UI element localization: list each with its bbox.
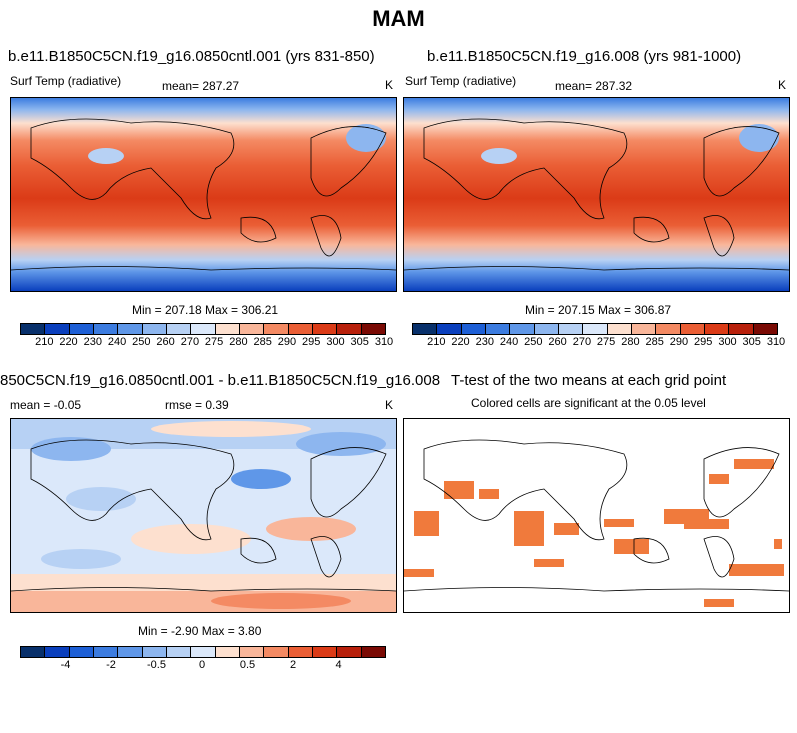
panel4-title: T-test of the two means at each grid poi… xyxy=(451,372,727,389)
panel3-units: K xyxy=(385,398,394,412)
tick: 2 xyxy=(289,659,297,671)
panel3-rmse: rmse = 0.39 xyxy=(165,398,229,412)
tick: 0.5 xyxy=(239,659,256,671)
panel2-minmax: Min = 207.15 Max = 306.87 xyxy=(525,303,672,317)
tick: 0 xyxy=(198,659,206,671)
tick: 295 xyxy=(694,336,713,348)
tick: 230 xyxy=(475,336,494,348)
panel2-mean: mean= 287.32 xyxy=(555,79,633,93)
tick: 260 xyxy=(548,336,567,348)
panel3-mean: mean = -0.05 xyxy=(10,398,82,412)
tick: 275 xyxy=(596,336,616,348)
tick: 280 xyxy=(229,336,248,348)
panel2-units: K xyxy=(778,78,787,92)
panel1-units: K xyxy=(385,78,394,92)
panel3-colorbar xyxy=(20,646,386,658)
panel3-minmax: Min = -2.90 Max = 3.80 xyxy=(138,624,262,638)
tick: 295 xyxy=(302,336,321,348)
tick: 305 xyxy=(350,336,369,348)
tick: 290 xyxy=(277,336,297,348)
tick: 300 xyxy=(718,336,737,348)
tick: 210 xyxy=(427,336,446,348)
panel2-variable: Surf Temp (radiative) xyxy=(405,74,517,88)
panel2-map xyxy=(403,97,790,292)
tick: 270 xyxy=(572,336,592,348)
tick: -4 xyxy=(60,659,71,671)
panel3-colorbar-ticks: -4 -2 -0.5 0 0.5 2 4 xyxy=(20,659,384,673)
tick: 275 xyxy=(204,336,224,348)
panel4-map xyxy=(403,418,790,613)
tick: 220 xyxy=(59,336,78,348)
panel1-minmax: Min = 207.18 Max = 306.21 xyxy=(132,303,279,317)
panel4-subtitle: Colored cells are significant at the 0.0… xyxy=(471,396,706,410)
panel2-case-title: b.e11.B1850C5CN.f19_g16.008 (yrs 981-100… xyxy=(427,48,742,65)
tick: -0.5 xyxy=(147,659,166,671)
tick: 240 xyxy=(107,336,127,348)
panel1-colorbar xyxy=(20,323,386,335)
panel3-map xyxy=(10,418,397,613)
panel1-map xyxy=(10,97,397,292)
tick: 305 xyxy=(742,336,761,348)
tick: 285 xyxy=(645,336,664,348)
panel1-case-title: b.e11.B1850C5CN.f19_g16.0850cntl.001 (yr… xyxy=(8,48,375,65)
tick: 230 xyxy=(83,336,102,348)
panel1-variable: Surf Temp (radiative) xyxy=(10,74,122,88)
tick: 4 xyxy=(335,659,342,671)
panel2-colorbar-ticks: 210 220 230 240 250 260 270 275 280 285 … xyxy=(412,336,785,350)
tick: 270 xyxy=(180,336,200,348)
tick: 250 xyxy=(524,336,543,348)
tick: 240 xyxy=(499,336,519,348)
panel2-colorbar xyxy=(412,323,778,335)
tick: 220 xyxy=(451,336,470,348)
panel3-case-title: 850C5CN.f19_g16.0850cntl.001 - b.e11.B18… xyxy=(0,372,441,389)
tick: 285 xyxy=(253,336,272,348)
tick: 280 xyxy=(621,336,640,348)
tick: 310 xyxy=(766,336,786,348)
tick: 310 xyxy=(374,336,394,348)
panel1-mean: mean= 287.27 xyxy=(162,79,240,93)
tick: -2 xyxy=(106,659,116,671)
tick: 210 xyxy=(35,336,54,348)
tick: 300 xyxy=(326,336,345,348)
tick: 250 xyxy=(132,336,151,348)
panel1-colorbar-ticks: 210 220 230 240 250 260 270 275 280 285 … xyxy=(20,336,393,350)
tick: 260 xyxy=(156,336,175,348)
tick: 290 xyxy=(669,336,689,348)
figure-title: MAM xyxy=(372,6,425,31)
